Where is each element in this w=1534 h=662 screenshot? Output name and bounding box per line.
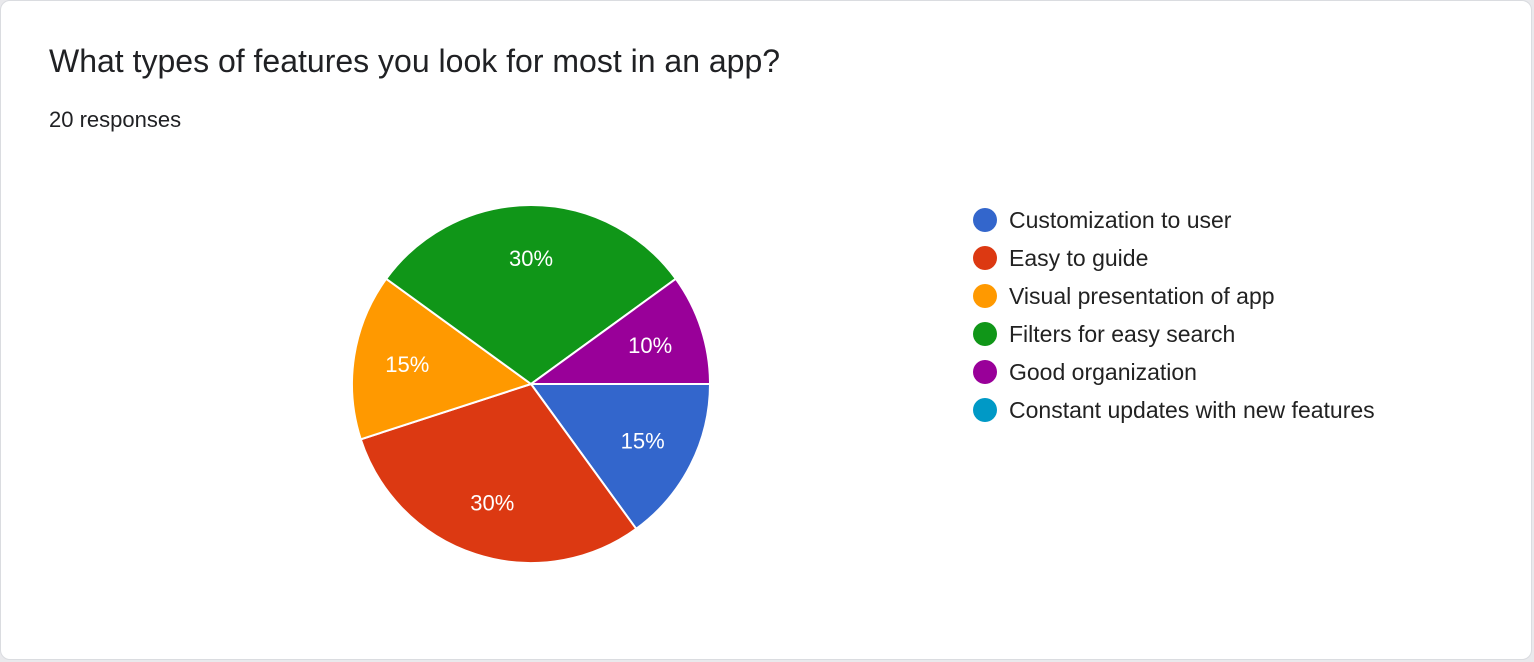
legend-label: Good organization — [1009, 358, 1197, 385]
pie-slice-2[interactable] — [359, 382, 638, 564]
legend-item[interactable]: Good organization — [973, 353, 1375, 391]
legend-item[interactable]: Constant updates with new features — [973, 391, 1375, 429]
chart-legend: Customization to user Easy to guide Visual… — [973, 201, 1375, 429]
legend-swatch-icon — [973, 398, 997, 422]
pie-slice-3[interactable] — [351, 277, 534, 441]
slice-label-1: 15% — [621, 428, 665, 453]
legend-swatch-icon — [973, 208, 997, 232]
legend-item[interactable]: Visual presentation of app — [973, 277, 1375, 315]
legend-swatch-icon — [973, 322, 997, 346]
pie-slice-4[interactable] — [384, 204, 678, 386]
legend-label: Constant updates with new features — [1009, 396, 1375, 423]
legend-label: Visual presentation of app — [1009, 282, 1275, 309]
legend-swatch-icon — [973, 360, 997, 384]
slice-label-4: 30% — [509, 246, 553, 271]
legend-label: Filters for easy search — [1009, 320, 1236, 347]
response-count: 20 responses — [49, 107, 182, 132]
legend-item[interactable]: Easy to guide — [973, 239, 1375, 277]
slice-label-2: 30% — [470, 491, 514, 516]
legend-label: Easy to guide — [1009, 244, 1149, 271]
pie-slice-1[interactable] — [529, 383, 712, 531]
slice-label-3: 15% — [385, 352, 429, 377]
legend-item[interactable]: Filters for easy search — [973, 315, 1375, 353]
pie-slice-5[interactable] — [527, 277, 712, 385]
slice-label-5: 10% — [628, 333, 672, 358]
legend-swatch-icon — [973, 284, 997, 308]
legend-swatch-icon — [973, 246, 997, 270]
chart-title: What types of features you look for most… — [49, 43, 781, 79]
legend-label: Customization to user — [1009, 206, 1232, 233]
legend-item[interactable]: Customization to user — [973, 201, 1375, 239]
